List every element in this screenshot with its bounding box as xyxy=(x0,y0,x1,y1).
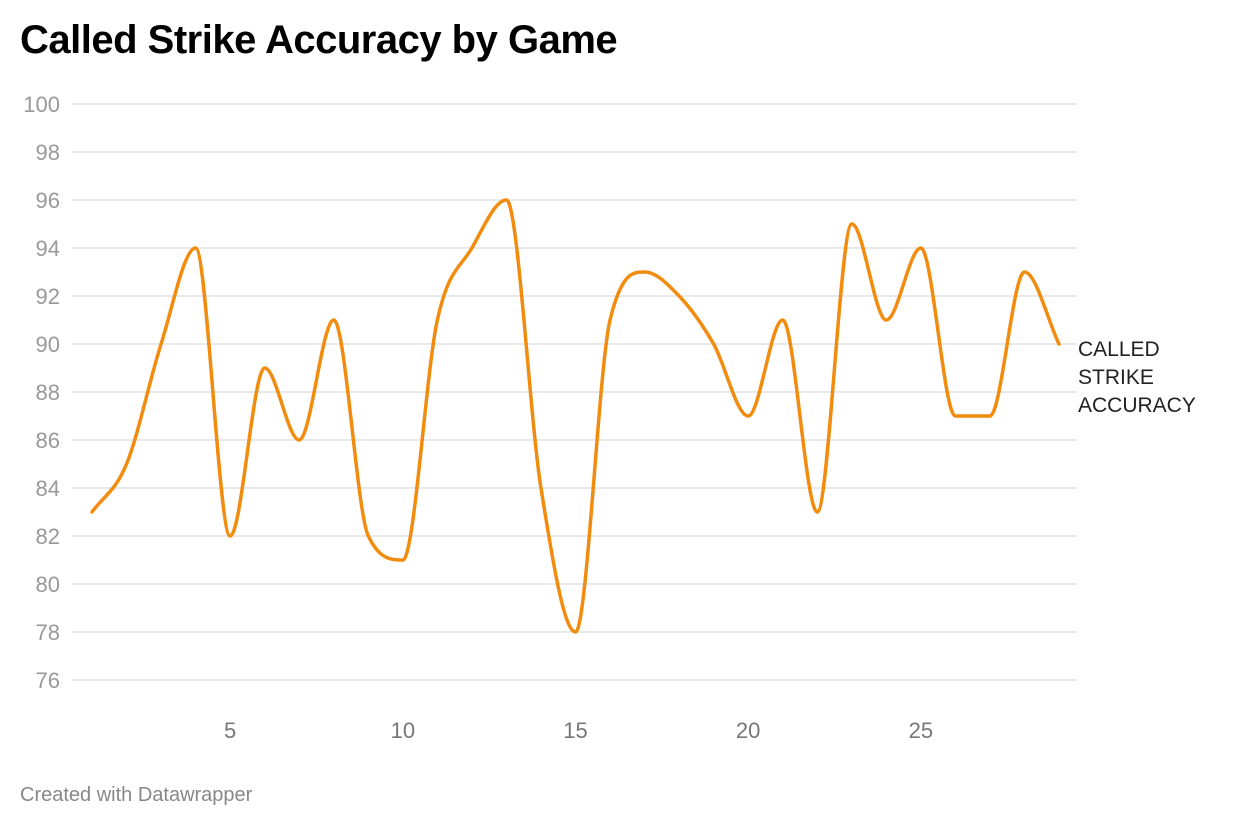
y-tick-label: 82 xyxy=(36,524,60,549)
x-tick-label: 10 xyxy=(391,718,415,743)
y-tick-label: 78 xyxy=(36,620,60,645)
grid-lines xyxy=(72,103,1077,681)
series-layer xyxy=(90,198,1061,634)
y-tick-label: 86 xyxy=(36,428,60,453)
x-tick-label: 15 xyxy=(563,718,587,743)
y-tick-label: 100 xyxy=(23,92,60,117)
series-label-line: CALLED xyxy=(1078,338,1160,361)
footer-credit: Created with Datawrapper xyxy=(20,784,253,806)
y-tick-label: 84 xyxy=(36,476,60,501)
series-line xyxy=(90,198,1061,634)
series-label: CALLED STRIKE ACCURACY xyxy=(1078,338,1196,417)
y-tick-label: 98 xyxy=(36,140,60,165)
series-label-line: STRIKE xyxy=(1078,366,1154,389)
chart-title: Called Strike Accuracy by Game xyxy=(20,18,618,62)
line-chart: 100 98 96 94 92 90 88 86 84 82 80 78 76 5 10 15 20 25 CA… xyxy=(23,92,1196,743)
x-tick-label: 25 xyxy=(909,718,933,743)
x-tick-label: 20 xyxy=(736,718,760,743)
y-tick-label: 80 xyxy=(36,572,60,597)
x-axis-ticks: 5 10 15 20 25 xyxy=(224,718,933,743)
y-tick-label: 90 xyxy=(36,332,60,357)
y-axis-ticks: 100 98 96 94 92 90 88 86 84 82 80 78 76 xyxy=(23,92,60,693)
y-tick-label: 76 xyxy=(36,668,60,693)
y-tick-label: 96 xyxy=(36,188,60,213)
y-tick-label: 88 xyxy=(36,380,60,405)
x-tick-label: 5 xyxy=(224,718,236,743)
y-tick-label: 94 xyxy=(36,236,60,261)
series-label-line: ACCURACY xyxy=(1078,394,1196,417)
y-tick-label: 92 xyxy=(36,284,60,309)
series-label-layer: CALLED STRIKE ACCURACY xyxy=(1078,338,1196,417)
